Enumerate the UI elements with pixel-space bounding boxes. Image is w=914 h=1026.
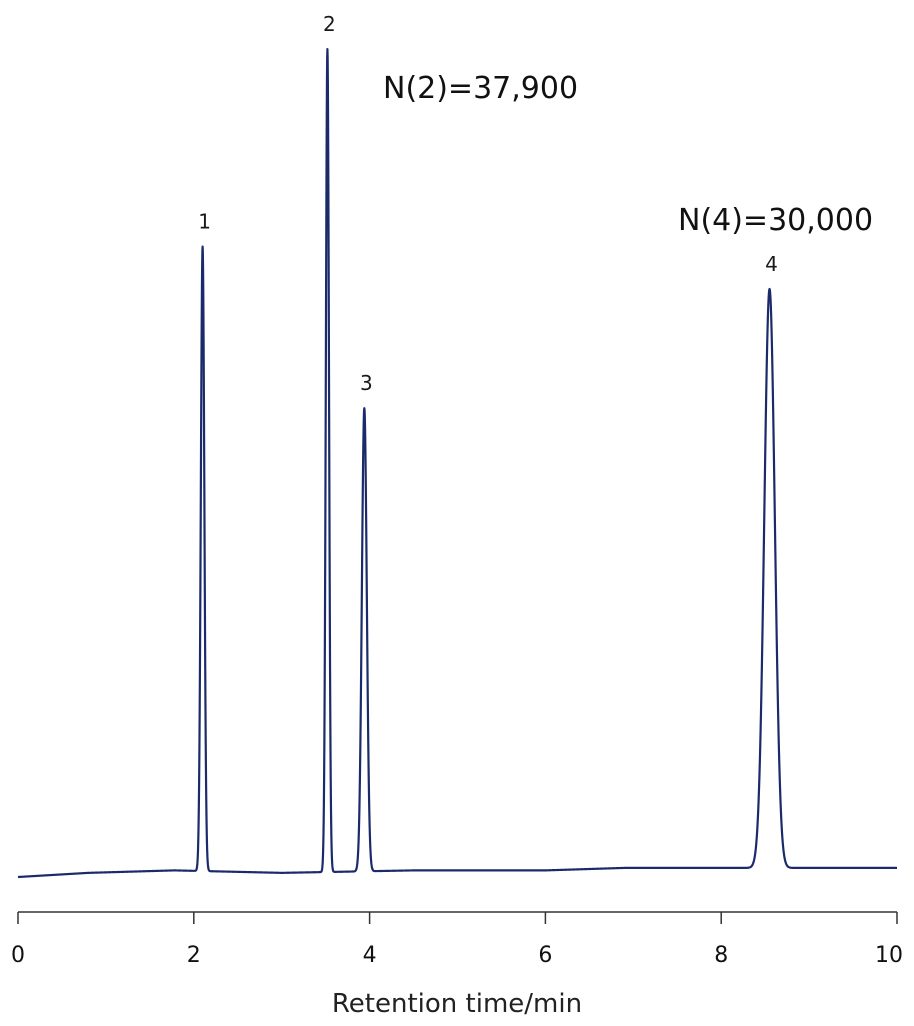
peak-label-3: 3 (360, 371, 373, 395)
x-axis-title: Retention time/min (332, 989, 582, 1019)
peak-label-4: 4 (765, 252, 778, 276)
annotation-plate-number-peak-2: N(2)=37,900 (383, 71, 578, 106)
peak-label-1: 1 (198, 210, 211, 234)
annotation-plate-number-peak-4: N(4)=30,000 (678, 203, 873, 238)
peak-label-2: 2 (323, 12, 336, 36)
x-tick-label: 6 (538, 943, 552, 968)
plot-area: 1 2 3 4 (17, 12, 898, 879)
x-tick-label: 8 (714, 943, 728, 968)
x-tick-label: 10 (875, 943, 903, 968)
x-axis-ticks: 0 2 4 6 8 10 (11, 912, 903, 968)
x-tick-label: 4 (363, 943, 377, 968)
chromatogram-trace (17, 48, 898, 879)
x-tick-label: 0 (11, 943, 25, 968)
x-tick-label: 2 (187, 943, 201, 968)
